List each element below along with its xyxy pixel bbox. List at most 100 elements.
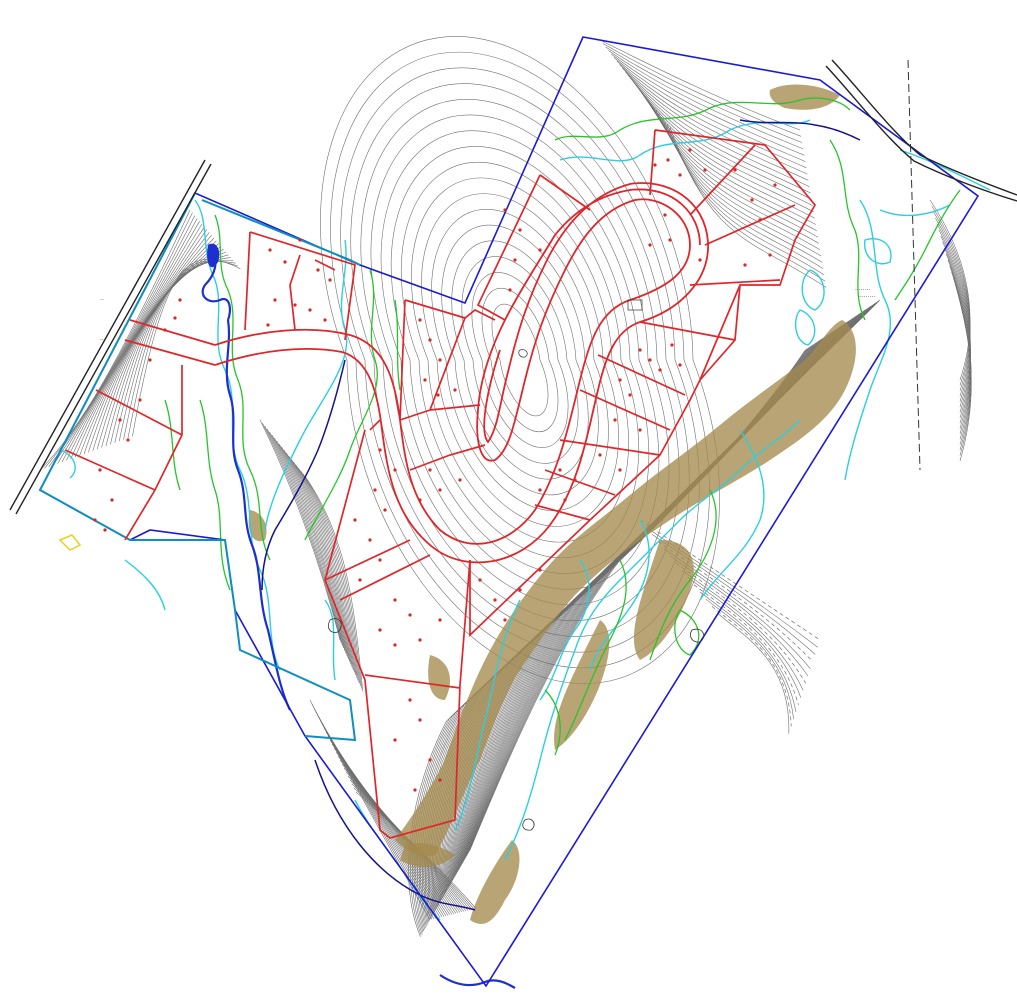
survey-point-dot bbox=[418, 498, 422, 502]
existing-road bbox=[9, 59, 1017, 515]
survey-point-dot bbox=[653, 163, 657, 167]
svg-text:........: ........ bbox=[855, 285, 870, 292]
contour-line bbox=[956, 289, 972, 462]
contour-line bbox=[278, 443, 350, 662]
site-features bbox=[58, 243, 705, 831]
contour-line bbox=[132, 258, 241, 437]
survey-point-dot bbox=[378, 558, 382, 562]
contour-line bbox=[717, 613, 790, 734]
survey-point-dot bbox=[103, 528, 107, 532]
survey-point-dot bbox=[423, 378, 427, 382]
survey-point-dot bbox=[453, 388, 457, 392]
contour-line bbox=[619, 64, 808, 175]
survey-point-dot bbox=[98, 468, 102, 472]
survey-point-dot bbox=[438, 618, 442, 622]
survey-point-dot bbox=[138, 398, 142, 402]
survey-point-dot bbox=[368, 538, 372, 542]
survey-point-dot bbox=[408, 698, 412, 702]
survey-point-dot bbox=[393, 643, 397, 647]
contour-line bbox=[300, 470, 361, 686]
survey-point-dot bbox=[378, 628, 382, 632]
survey-point-dot bbox=[163, 328, 167, 332]
contour-line bbox=[262, 422, 342, 643]
contour-line bbox=[281, 446, 352, 665]
svg-text:.........: ......... bbox=[858, 292, 875, 299]
steep-slope-area bbox=[248, 84, 856, 924]
survey-point-dot bbox=[358, 578, 362, 582]
survey-point-dot bbox=[518, 588, 522, 592]
survey-point-dot bbox=[758, 218, 762, 222]
survey-point-dot bbox=[283, 260, 287, 264]
contour-line bbox=[669, 127, 827, 288]
survey-point-dot bbox=[663, 213, 667, 217]
survey-point-dot bbox=[273, 298, 277, 302]
survey-point-dot bbox=[110, 498, 114, 502]
survey-point-dot bbox=[298, 238, 302, 242]
survey-point-dot bbox=[428, 468, 432, 472]
contour-line bbox=[608, 50, 804, 150]
contour-line bbox=[52, 218, 198, 466]
contour-line bbox=[83, 237, 215, 455]
contour-line bbox=[931, 205, 971, 386]
survey-point-dot bbox=[703, 168, 707, 172]
contour-line bbox=[92, 243, 219, 451]
vegetation-line bbox=[164, 97, 961, 756]
survey-point-dot bbox=[678, 363, 682, 367]
survey-point-dot bbox=[513, 258, 517, 262]
survey-point-dot bbox=[383, 508, 387, 512]
contour-line bbox=[935, 217, 971, 397]
survey-point-dot bbox=[508, 288, 512, 292]
property-boundary bbox=[38, 36, 980, 988]
contour-line bbox=[127, 260, 239, 439]
survey-point-dot bbox=[438, 358, 442, 362]
contour-line bbox=[264, 425, 343, 646]
contour-line bbox=[274, 437, 348, 657]
contour-line bbox=[687, 577, 802, 698]
contour-line bbox=[39, 209, 191, 471]
contour-line bbox=[370, 114, 670, 606]
contour-line bbox=[66, 226, 205, 461]
contour-line bbox=[105, 251, 227, 447]
contour-line bbox=[630, 78, 812, 200]
survey-point-dot bbox=[750, 198, 754, 202]
survey-point-dot bbox=[118, 418, 122, 422]
contour-line bbox=[639, 519, 821, 641]
survey-point-dot bbox=[413, 788, 417, 792]
contour-line bbox=[599, 39, 801, 131]
contour-line bbox=[451, 240, 589, 480]
survey-point-dot bbox=[428, 338, 432, 342]
contour-line bbox=[259, 419, 341, 641]
contour-line bbox=[693, 584, 799, 705]
contour-line bbox=[380, 130, 660, 590]
contour-line bbox=[295, 464, 359, 681]
survey-point-dot bbox=[538, 248, 542, 252]
contour-line bbox=[329, 739, 451, 916]
survey-point-dot bbox=[518, 228, 522, 232]
survey-point-dot bbox=[418, 638, 422, 642]
survey-point-dot bbox=[598, 453, 602, 457]
contour-line bbox=[305, 476, 364, 692]
plan-annotations: ........ ......... .. .. bbox=[100, 285, 875, 342]
contour-line bbox=[666, 123, 826, 282]
survey-point-dot bbox=[688, 148, 692, 152]
contour-line bbox=[79, 235, 212, 456]
survey-point-dot bbox=[436, 393, 440, 397]
lot-lines bbox=[64, 129, 817, 839]
contour-line bbox=[613, 57, 806, 162]
contour-line bbox=[400, 161, 640, 559]
contour-line bbox=[633, 81, 813, 206]
survey-point-dot bbox=[353, 518, 357, 522]
contour-line bbox=[461, 256, 579, 464]
contour-line bbox=[624, 71, 810, 187]
contour-line bbox=[340, 67, 700, 653]
survey-point-dot bbox=[93, 518, 97, 522]
survey-point-dot bbox=[503, 618, 507, 622]
survey-point-dot bbox=[418, 318, 422, 322]
survey-point-dot bbox=[668, 238, 672, 242]
survey-point-dot bbox=[408, 613, 412, 617]
survey-point-dot bbox=[773, 183, 777, 187]
contour-line bbox=[61, 223, 203, 463]
contour-line bbox=[938, 229, 971, 408]
contour-line bbox=[331, 743, 453, 915]
topographic-contours bbox=[39, 36, 972, 937]
